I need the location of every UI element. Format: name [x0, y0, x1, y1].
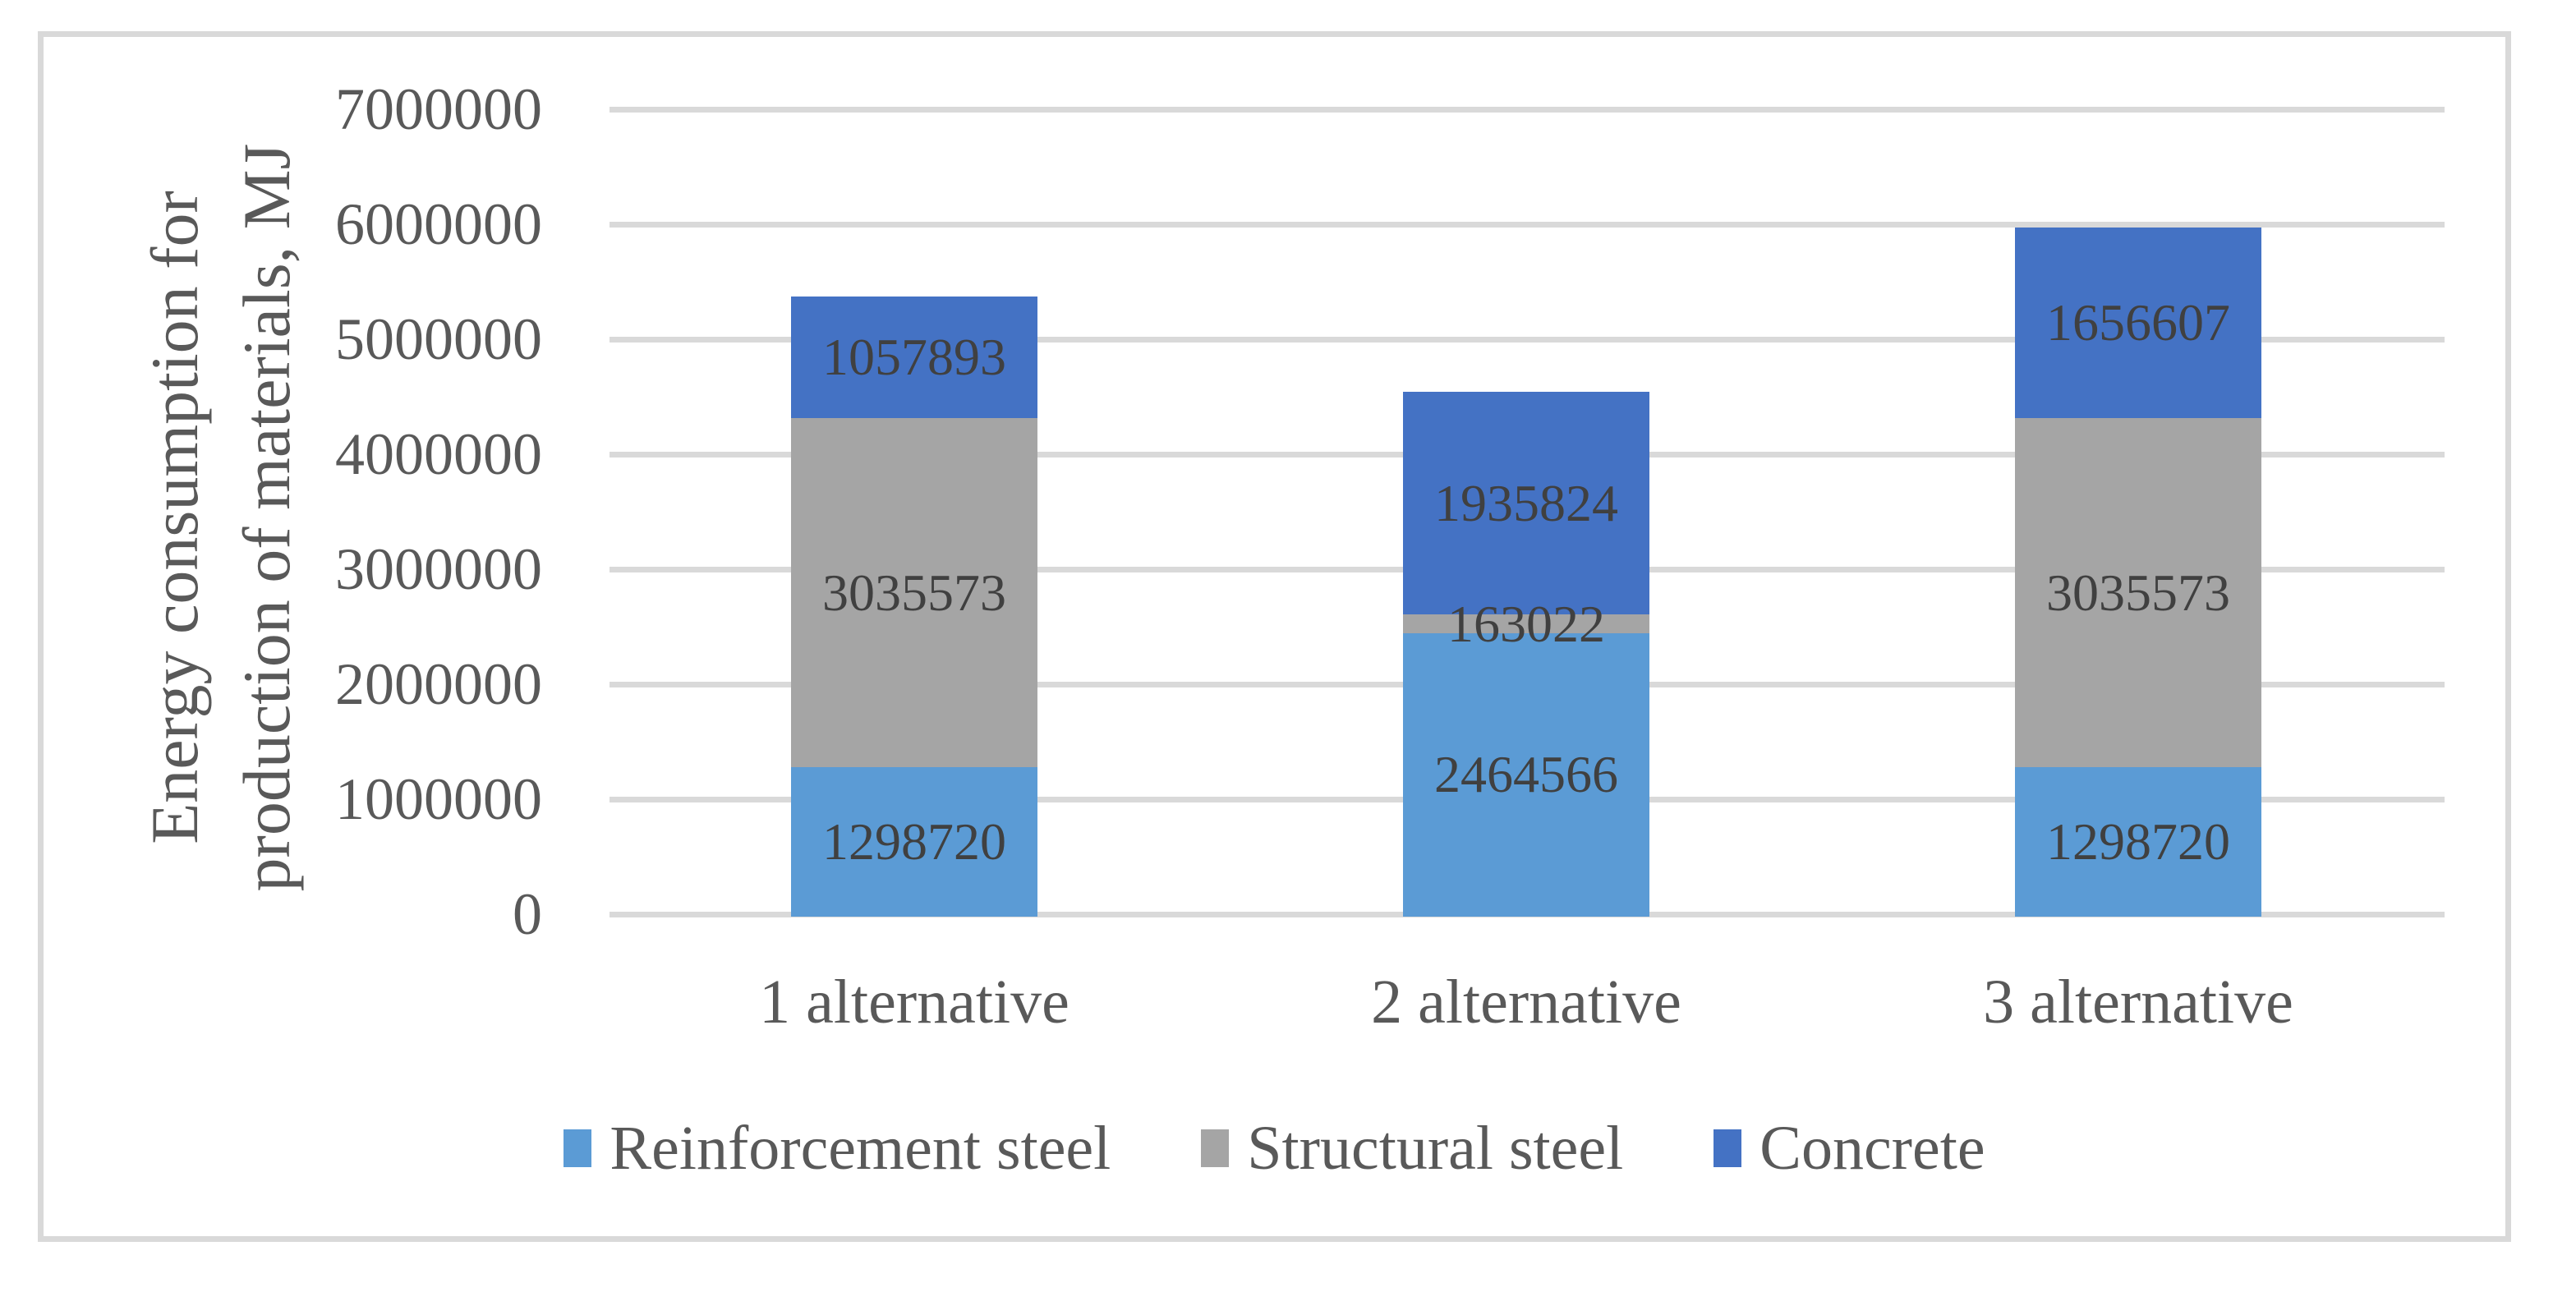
bar-segment-reinforcement-steel: [1403, 632, 1649, 917]
y-tick-label: 4000000: [335, 421, 542, 487]
x-axis-category-label: 1 alternative: [759, 968, 1070, 1037]
gridline-6000000: [610, 221, 2445, 228]
x-axis-category-label: 2 alternative: [1371, 968, 1681, 1037]
x-axis-category-label: 3 alternative: [1983, 968, 2293, 1037]
y-tick-label: 0: [513, 881, 542, 947]
bar-segment-reinforcement-steel: [791, 767, 1037, 917]
bar-segment-concrete: [1403, 392, 1649, 615]
legend-label: Concrete: [1760, 1114, 1985, 1183]
data-label: 1298720: [2046, 812, 2230, 871]
gridline-7000000: [610, 106, 2445, 113]
legend-label: Reinforcement steel: [610, 1114, 1111, 1183]
bar-segment-structural-steel: [2015, 418, 2261, 768]
legend-label: Structural steel: [1247, 1114, 1624, 1183]
legend-swatch-icon: [564, 1129, 592, 1167]
bar-segment-structural-steel: [1403, 614, 1649, 633]
bar-segment-reinforcement-steel: [2015, 767, 2261, 917]
data-label: 1935824: [1434, 473, 1618, 532]
gridline-5000000: [610, 336, 2445, 343]
data-label: 2464566: [1434, 745, 1618, 804]
y-tick-label: 1000000: [335, 766, 542, 832]
y-tick-label: 6000000: [335, 191, 542, 257]
data-label: 3035573: [2046, 563, 2230, 622]
y-tick-label: 2000000: [335, 651, 542, 717]
y-tick-label: 5000000: [335, 306, 542, 372]
bar-segment-structural-steel: [791, 418, 1037, 768]
data-label: 1656607: [2046, 293, 2230, 352]
legend-item-reinforcement-steel: Reinforcement steel: [564, 1107, 1111, 1189]
legend-item-concrete: Concrete: [1714, 1107, 1985, 1189]
data-label: 1298720: [822, 812, 1006, 871]
chart-legend: Reinforcement steel Structural steel Concr…: [38, 1103, 2511, 1193]
bar-segment-concrete: [791, 297, 1037, 419]
legend-swatch-icon: [1714, 1129, 1742, 1167]
data-label: 163022: [1447, 594, 1605, 653]
legend-swatch-icon: [1201, 1129, 1230, 1167]
bar-segment-concrete: [2015, 228, 2261, 419]
y-tick-label: 7000000: [335, 76, 542, 142]
data-label: 3035573: [822, 563, 1006, 622]
y-tick-label: 3000000: [335, 536, 542, 602]
legend-item-structural-steel: Structural steel: [1201, 1107, 1623, 1189]
data-label: 1057893: [822, 328, 1006, 387]
